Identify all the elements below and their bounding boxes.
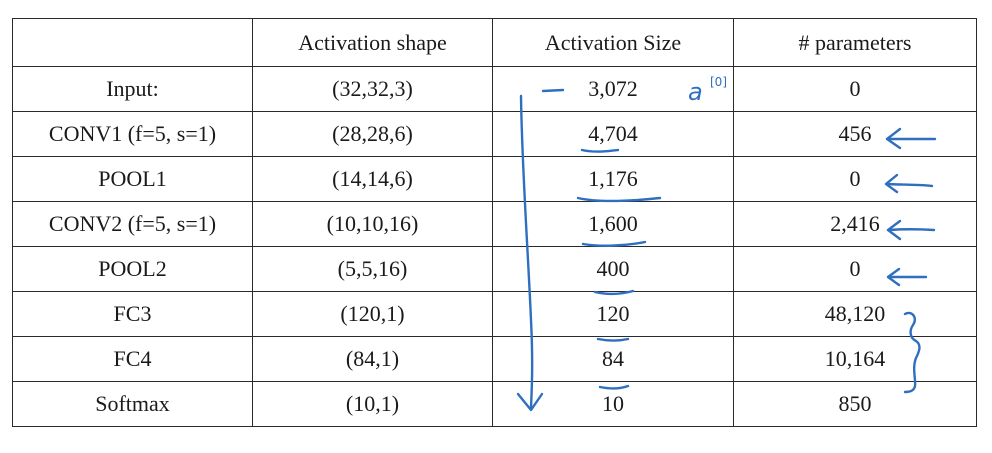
table-row: Softmax (10,1) 10 850 — [12, 381, 977, 427]
activation-size-cell: 1,176 — [492, 156, 734, 202]
activation-shape-cell: (10,10,16) — [252, 201, 493, 247]
layer-name-cell: CONV1 (f=5, s=1) — [12, 111, 253, 157]
header-row: Activation shape Activation Size # param… — [12, 18, 977, 67]
table-row: POOL2 (5,5,16) 400 0 — [12, 246, 977, 292]
activation-shape-cell: (10,1) — [252, 381, 493, 427]
layer-name-cell: FC3 — [12, 291, 253, 337]
parameters-cell: 0 — [733, 66, 977, 112]
cnn-parameters-table: Activation shape Activation Size # param… — [12, 18, 977, 427]
activation-shape-cell: (32,32,3) — [252, 66, 493, 112]
header-activation-size: Activation Size — [492, 18, 734, 67]
header-activation-shape: Activation shape — [252, 18, 493, 67]
activation-shape-cell: (120,1) — [252, 291, 493, 337]
activation-size-cell: 120 — [492, 291, 734, 337]
activation-shape-cell: (5,5,16) — [252, 246, 493, 292]
activation-size-cell: 1,600 — [492, 201, 734, 247]
layer-name-cell: CONV2 (f=5, s=1) — [12, 201, 253, 247]
layer-name-cell: FC4 — [12, 336, 253, 382]
table-row: POOL1 (14,14,6) 1,176 0 — [12, 156, 977, 202]
activation-size-cell: 84 — [492, 336, 734, 382]
layer-name-cell: Softmax — [12, 381, 253, 427]
table-row: CONV2 (f=5, s=1) (10,10,16) 1,600 2,416 — [12, 201, 977, 247]
parameters-cell: 10,164 — [733, 336, 977, 382]
activation-shape-cell: (14,14,6) — [252, 156, 493, 202]
activation-shape-cell: (28,28,6) — [252, 111, 493, 157]
header-parameters: # parameters — [733, 18, 977, 67]
parameters-cell: 2,416 — [733, 201, 977, 247]
activation-size-cell: 10 — [492, 381, 734, 427]
parameters-cell: 48,120 — [733, 291, 977, 337]
activation-size-cell: 400 — [492, 246, 734, 292]
parameters-cell: 0 — [733, 156, 977, 202]
table-row: CONV1 (f=5, s=1) (28,28,6) 4,704 456 — [12, 111, 977, 157]
activation-size-cell: 3,072 — [492, 66, 734, 112]
parameters-cell: 0 — [733, 246, 977, 292]
table-row: FC4 (84,1) 84 10,164 — [12, 336, 977, 382]
table-row: Input: (32,32,3) 3,072 0 — [12, 66, 977, 112]
activation-size-cell: 4,704 — [492, 111, 734, 157]
parameters-cell: 456 — [733, 111, 977, 157]
table-row: FC3 (120,1) 120 48,120 — [12, 291, 977, 337]
layer-name-cell: POOL2 — [12, 246, 253, 292]
parameters-cell: 850 — [733, 381, 977, 427]
header-layer — [12, 18, 253, 67]
layer-name-cell: Input: — [12, 66, 253, 112]
layer-name-cell: POOL1 — [12, 156, 253, 202]
activation-shape-cell: (84,1) — [252, 336, 493, 382]
